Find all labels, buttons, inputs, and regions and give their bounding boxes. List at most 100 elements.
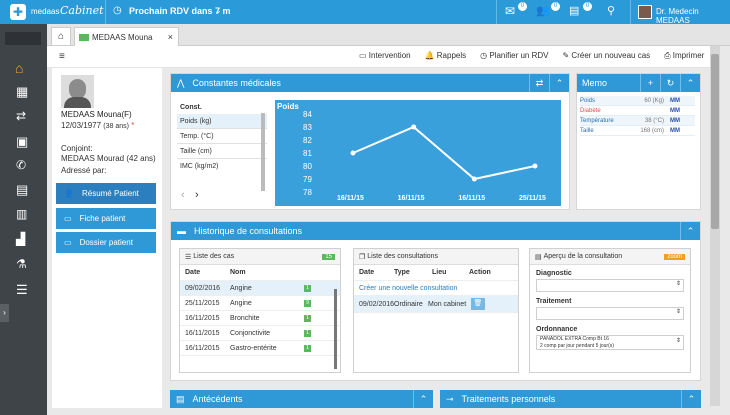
diagnostic-field[interactable]: ⇕ bbox=[536, 279, 684, 292]
patient-tab-icon bbox=[79, 33, 89, 41]
constantes-header: ⋀ Constantes médicales ⇄ ⌃ bbox=[171, 74, 569, 92]
const-item[interactable]: Temp. (°C) bbox=[177, 129, 267, 144]
sidebar: ⌂ ▦ ⇄ ▣ ✆ ▤ ▥ ▟ ⚗ ☰ › bbox=[0, 24, 47, 415]
memo-row: Poids 60 (Kg) MM bbox=[580, 96, 695, 106]
y-tick-label: 79 bbox=[303, 175, 312, 184]
money-icon[interactable]: ⚗ bbox=[16, 257, 27, 271]
tab-patient[interactable]: MEDAAS Mouna × bbox=[74, 27, 179, 46]
y-tick-label: 81 bbox=[303, 149, 312, 158]
sidebar-expand-button[interactable]: › bbox=[0, 304, 9, 322]
patient-photo bbox=[61, 75, 94, 108]
rappels-button[interactable]: 🔔 Rappels bbox=[424, 51, 467, 60]
intervention-button[interactable]: ▭ Intervention bbox=[359, 51, 411, 60]
planifier-button[interactable]: ◷ Planifier un RDV bbox=[480, 51, 549, 60]
collapse-icon[interactable]: ⌃ bbox=[549, 74, 569, 92]
x-tick-label: 16/11/15 bbox=[458, 195, 485, 202]
users-icon[interactable]: 👥 bbox=[536, 5, 550, 17]
users-badge: 0 bbox=[551, 2, 560, 11]
documents-icon[interactable]: ▤ bbox=[569, 5, 580, 17]
diagnostic-label: Diagnostic bbox=[536, 270, 572, 277]
chevron-down-icon[interactable]: ⌄ bbox=[215, 6, 222, 15]
cnam-icon[interactable]: ✆ bbox=[16, 158, 27, 172]
refresh-icon[interactable]: ↻ bbox=[660, 74, 680, 92]
cas-list: ☰ Liste des cas 15 Date Nom 09/02/2016 Angi… bbox=[179, 248, 341, 373]
weight-chart: Poids 84 83 82 81 80 79 78 16/11/15 16/11/15 16/1… bbox=[275, 100, 561, 206]
spouse-name: MEDAAS Mourad (42 ans) bbox=[61, 154, 156, 163]
stats-icon[interactable]: ▥ bbox=[16, 207, 28, 221]
ordonnance-label: Ordonnance bbox=[536, 326, 578, 333]
top-bar: ✚ medaas Cabinet ◷ Prochain RDV dans 7 m… bbox=[0, 0, 730, 25]
trash-icon[interactable]: 🗑 bbox=[471, 298, 485, 310]
scrollbar-thumb[interactable] bbox=[711, 54, 719, 229]
swap-icon[interactable]: ⇄ bbox=[529, 74, 549, 92]
toolbar-actions: ▭ Intervention 🔔 Rappels ◷ Planifier un … bbox=[359, 51, 704, 61]
cas-row[interactable]: 16/11/2015 Conjonctivite 1 bbox=[180, 326, 340, 341]
sidebar-search[interactable] bbox=[5, 32, 41, 45]
home-tab-icon[interactable]: ⌂ bbox=[51, 27, 71, 46]
constantes-panel: ⋀ Constantes médicales ⇄ ⌃ Const. Poids … bbox=[170, 73, 570, 210]
y-tick-label: 84 bbox=[303, 110, 312, 119]
map-marker-icon[interactable]: ⚲ bbox=[607, 5, 616, 17]
const-item[interactable]: IMC (kg/m2) bbox=[180, 163, 219, 170]
y-tick-label: 83 bbox=[303, 123, 312, 132]
user-icon: 👤 bbox=[64, 189, 74, 198]
imprimer-button[interactable]: ⎙ Imprimer bbox=[664, 51, 705, 60]
cas-row[interactable]: 16/11/2015 Gastro-entérite 1 bbox=[180, 341, 340, 356]
list-scrollbar[interactable] bbox=[261, 113, 265, 191]
dossier-patient-button[interactable]: ▭ Dossier patient bbox=[56, 232, 156, 253]
next-arrow-icon[interactable]: › bbox=[195, 189, 199, 201]
const-item[interactable]: Taille (cm) bbox=[177, 144, 267, 159]
tabs-bar: ⌂ MEDAAS Mouna × bbox=[47, 24, 730, 46]
collapse-icon[interactable]: ⌃ bbox=[681, 390, 701, 408]
antecedents-header: ▤ Antécédents ⌃ bbox=[170, 390, 433, 408]
cas-count-badge: 15 bbox=[322, 253, 335, 260]
resume-patient-button[interactable]: 👤 Résumé Patient bbox=[56, 183, 156, 204]
buildings-icon[interactable]: ▟ bbox=[16, 232, 26, 246]
collapse-icon[interactable]: ⌃ bbox=[680, 74, 700, 92]
doctor-name[interactable]: Dr. Medecin MEDAAS bbox=[656, 7, 699, 25]
home-icon[interactable]: ⌂ bbox=[15, 60, 24, 76]
spouse-label: Conjoint: bbox=[61, 144, 93, 153]
cas-row[interactable]: 16/11/2015 Bronchite 1 bbox=[180, 311, 340, 326]
memo-row: Température 38 (°C) MM bbox=[580, 116, 695, 126]
consultation-row[interactable]: 09/02/2016 Ordinaire Mon cabinet 🗑 bbox=[354, 296, 518, 313]
cas-row[interactable]: 25/11/2015 Angine 9 bbox=[180, 296, 340, 311]
memo-rows: Poids 60 (Kg) MM Diabète MM Température 38 (°C… bbox=[580, 96, 695, 136]
zoom-button[interactable]: zoom bbox=[664, 253, 685, 260]
traitement-field[interactable]: ⇕ bbox=[536, 307, 684, 320]
calendar-icon[interactable]: ▦ bbox=[16, 84, 29, 99]
traitements-header: ⊸ Traitements personnels ⌃ bbox=[440, 390, 701, 408]
contacts-icon[interactable]: ▣ bbox=[16, 134, 29, 149]
prev-arrow-icon[interactable]: ‹ bbox=[181, 189, 185, 201]
const-item[interactable]: Poids (kg) bbox=[177, 114, 267, 129]
document-icon[interactable]: ☰ bbox=[16, 282, 28, 297]
data-point bbox=[471, 176, 477, 182]
cas-row[interactable]: 09/02/2016 Angine 1 bbox=[180, 281, 340, 296]
scrollbar[interactable] bbox=[710, 46, 720, 406]
collapse-icon[interactable]: ⌃ bbox=[680, 222, 700, 240]
create-consultation-link[interactable]: Créer une nouvelle consultation bbox=[354, 281, 518, 296]
memo-panel: Memo + ↻ ⌃ Poids 60 (Kg) MM Diabète MM Tempér… bbox=[576, 73, 701, 210]
tab-close-icon[interactable]: × bbox=[167, 32, 173, 42]
docs-badge: 0 bbox=[583, 2, 592, 11]
creer-cas-button[interactable]: ✎ Créer un nouveau cas bbox=[562, 51, 651, 60]
y-tick-label: 80 bbox=[303, 162, 312, 171]
cas-scrollbar[interactable] bbox=[334, 289, 337, 369]
brand: medaas bbox=[31, 7, 60, 16]
menu-icon[interactable]: ≡ bbox=[59, 51, 65, 62]
doctor-avatar[interactable] bbox=[638, 5, 652, 19]
toolbar: ≡ ▭ Intervention 🔔 Rappels ◷ Planifier u… bbox=[47, 46, 716, 68]
plus-icon[interactable]: + bbox=[640, 74, 660, 92]
pulse-icon: ⋀ bbox=[177, 77, 185, 88]
calculator-icon[interactable]: ▤ bbox=[16, 182, 29, 197]
patient-name: MEDAAS Mouna(F) bbox=[61, 110, 132, 119]
chart-svg: 84 83 82 81 80 79 78 16/11/15 16/11/15 16/11/15 25… bbox=[303, 110, 546, 202]
mail-icon[interactable]: ✉ bbox=[505, 4, 516, 18]
next-rdv[interactable]: Prochain RDV dans 7 m bbox=[129, 6, 231, 16]
ordonnance-field[interactable]: PANADOL EXTRA Comp Bt 16 2 comp par jour… bbox=[536, 335, 684, 350]
logo-icon[interactable]: ✚ bbox=[10, 4, 26, 20]
historique-title: Historique de consultations bbox=[194, 226, 303, 236]
fiche-patient-button[interactable]: ▭ Fiche patient bbox=[56, 208, 156, 229]
collapse-icon[interactable]: ⌃ bbox=[413, 390, 433, 408]
transfer-icon[interactable]: ⇄ bbox=[16, 109, 27, 123]
